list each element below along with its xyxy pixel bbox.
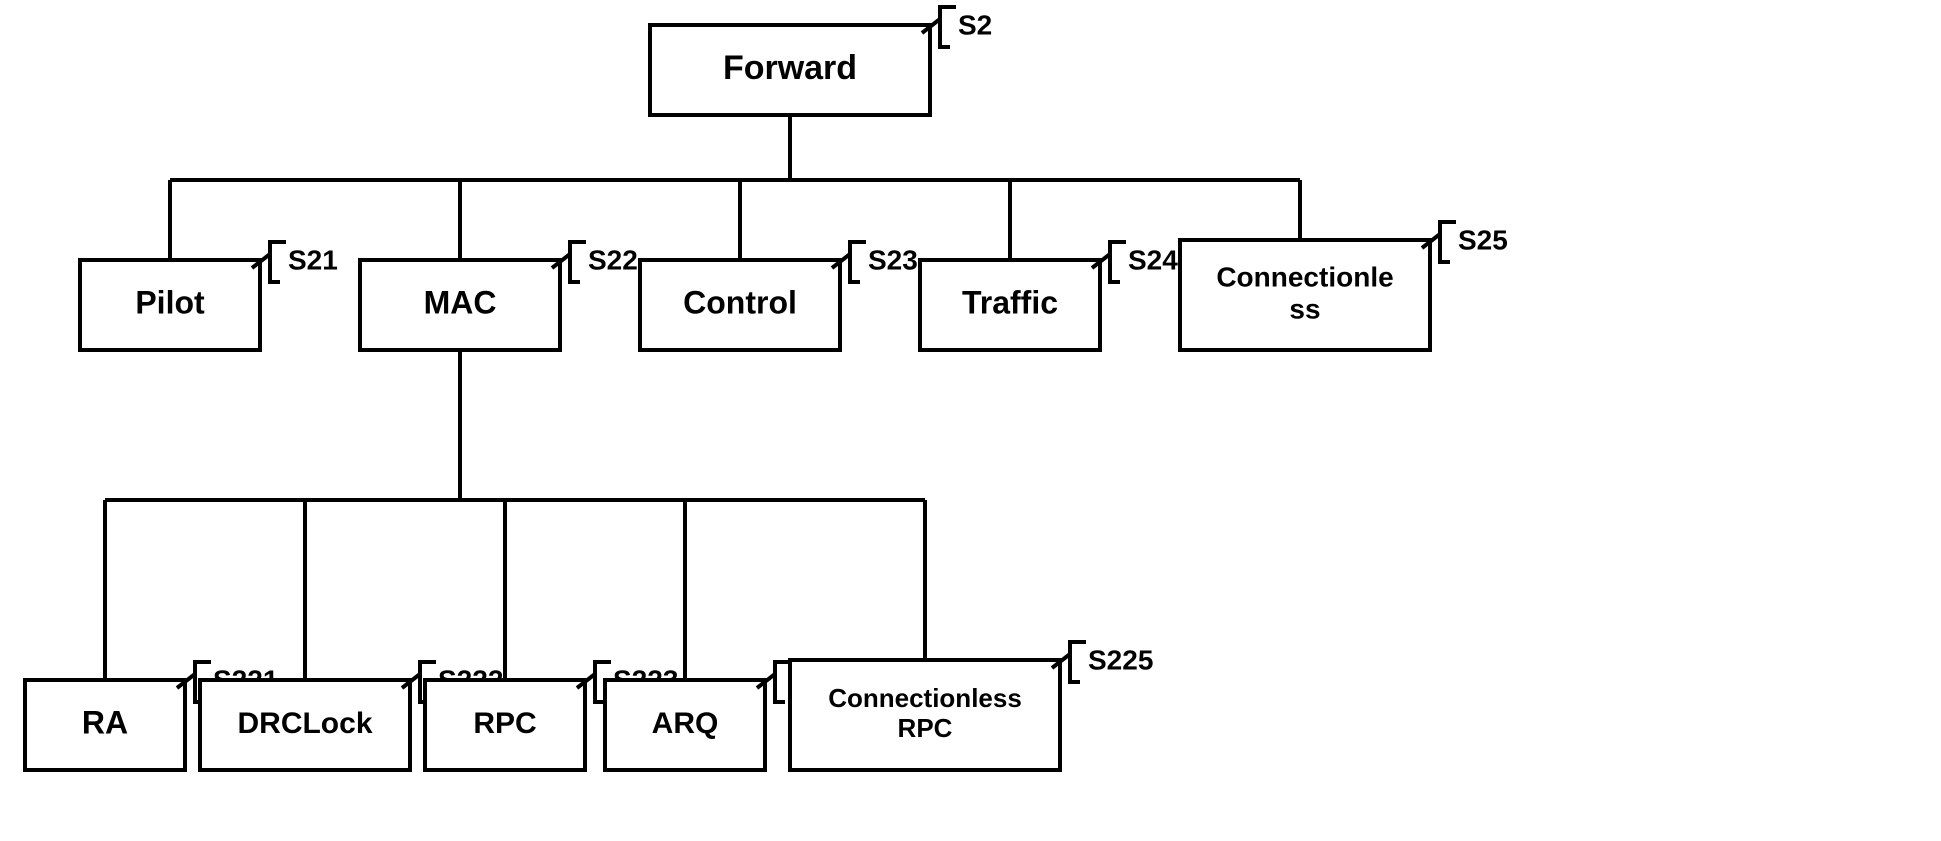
tag-bracket-ctrl [850,242,866,282]
tag-bracket-mac [570,242,586,282]
node-cless: Connectionless S25 [1180,222,1508,350]
tag-label-pilot: S21 [288,244,338,275]
nodes-group: ForwardS2PilotS21MACS22ControlS23Traffic… [25,7,1508,770]
tree-diagram: ForwardS2PilotS21MACS22ControlS23Traffic… [0,0,1941,841]
tag-label-traf: S24 [1128,244,1178,275]
node-label-crpc: RPC [898,713,953,743]
tag-bracket-pilot [270,242,286,282]
node-label-arq: ARQ [652,707,719,740]
tag-bracket-traf [1110,242,1126,282]
node-traf: Traffic S24 [920,242,1178,350]
node-ctrl: Control S23 [640,242,918,350]
node-label-crpc: Connectionless [828,683,1022,713]
node-label-drc: DRCLock [237,707,372,740]
node-label-cless: Connectionle [1216,261,1393,292]
node-pilot: Pilot S21 [80,242,338,350]
node-label-mac: MAC [424,284,497,320]
tag-bracket-root [940,7,956,47]
node-mac: MAC S22 [360,242,638,350]
edges-group [105,115,1300,680]
tag-bracket-crpc [1070,642,1086,682]
tag-label-ctrl: S23 [868,244,918,275]
tag-label-crpc: S225 [1088,644,1153,675]
node-label-ra: RA [82,704,128,740]
node-label-root: Forward [723,49,857,87]
tag-label-mac: S22 [588,244,638,275]
node-label-pilot: Pilot [135,284,205,320]
tag-bracket-cless [1440,222,1456,262]
node-label-ctrl: Control [683,284,797,320]
node-label-cless: ss [1289,293,1320,324]
node-label-traf: Traffic [962,284,1058,320]
tag-label-cless: S25 [1458,224,1508,255]
node-label-rpc: RPC [473,707,536,740]
node-crpc: ConnectionlessRPC S225 [790,642,1153,770]
node-root: Forward S2 [650,7,992,115]
tag-label-root: S2 [958,9,992,40]
